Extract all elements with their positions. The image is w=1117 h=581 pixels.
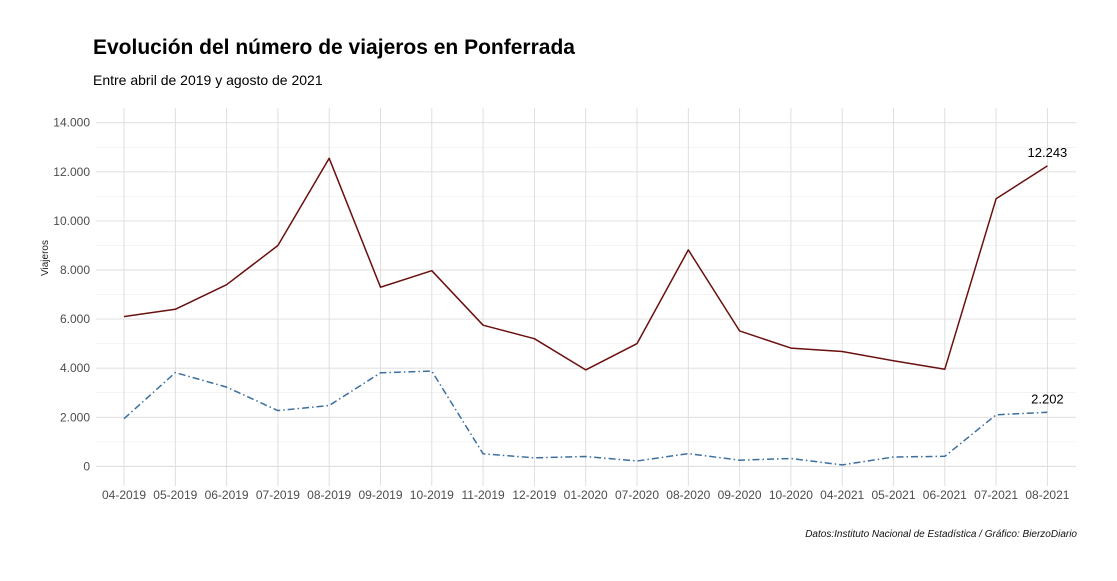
x-tick-label: 06-2019: [205, 488, 249, 502]
x-tick-label: 09-2019: [358, 488, 402, 502]
x-tick-label: 07-2019: [256, 488, 300, 502]
y-tick-label: 4.000: [60, 361, 90, 375]
x-tick-label: 05-2021: [871, 488, 915, 502]
y-axis-label: Viajeros: [40, 240, 51, 276]
x-tick-label: 04-2019: [102, 488, 146, 502]
y-tick-label: 0: [83, 459, 90, 473]
x-tick-label: 11-2019: [462, 488, 505, 502]
x-tick-label: 07-2021: [974, 488, 1018, 502]
x-tick-label: 08-2019: [307, 488, 351, 502]
x-tick-label: 07-2020: [615, 488, 659, 502]
y-tick-label: 14.000: [53, 116, 90, 130]
x-tick-label: 10-2020: [769, 488, 813, 502]
x-tick-label: 08-2020: [666, 488, 710, 502]
y-tick-label: 10.000: [53, 214, 90, 228]
x-tick-label: 06-2021: [923, 488, 967, 502]
end-value-label: 2.202: [1031, 391, 1064, 406]
x-tick-label: 10-2019: [410, 488, 454, 502]
x-tick-label: 09-2020: [718, 488, 762, 502]
x-tick-label: 01-2020: [564, 488, 608, 502]
x-tick-label: 08-2021: [1025, 488, 1069, 502]
y-tick-label: 2.000: [60, 410, 90, 424]
x-tick-label: 12-2019: [512, 488, 556, 502]
end-value-label: 12.243: [1028, 145, 1068, 160]
chart-caption: Datos:Instituto Nacional de Estadística …: [805, 529, 1077, 540]
y-tick-label: 6.000: [60, 312, 90, 326]
x-tick-label: 05-2019: [153, 488, 197, 502]
chart-title: Evolución del número de viajeros en Ponf…: [93, 36, 575, 59]
chart-subtitle: Entre abril de 2019 y agosto de 2021: [93, 72, 323, 88]
series-line-2: [123, 370, 1048, 466]
x-tick-label: 04-2021: [820, 488, 864, 502]
y-tick-label: 8.000: [60, 263, 90, 277]
y-tick-label: 12.000: [53, 165, 90, 179]
